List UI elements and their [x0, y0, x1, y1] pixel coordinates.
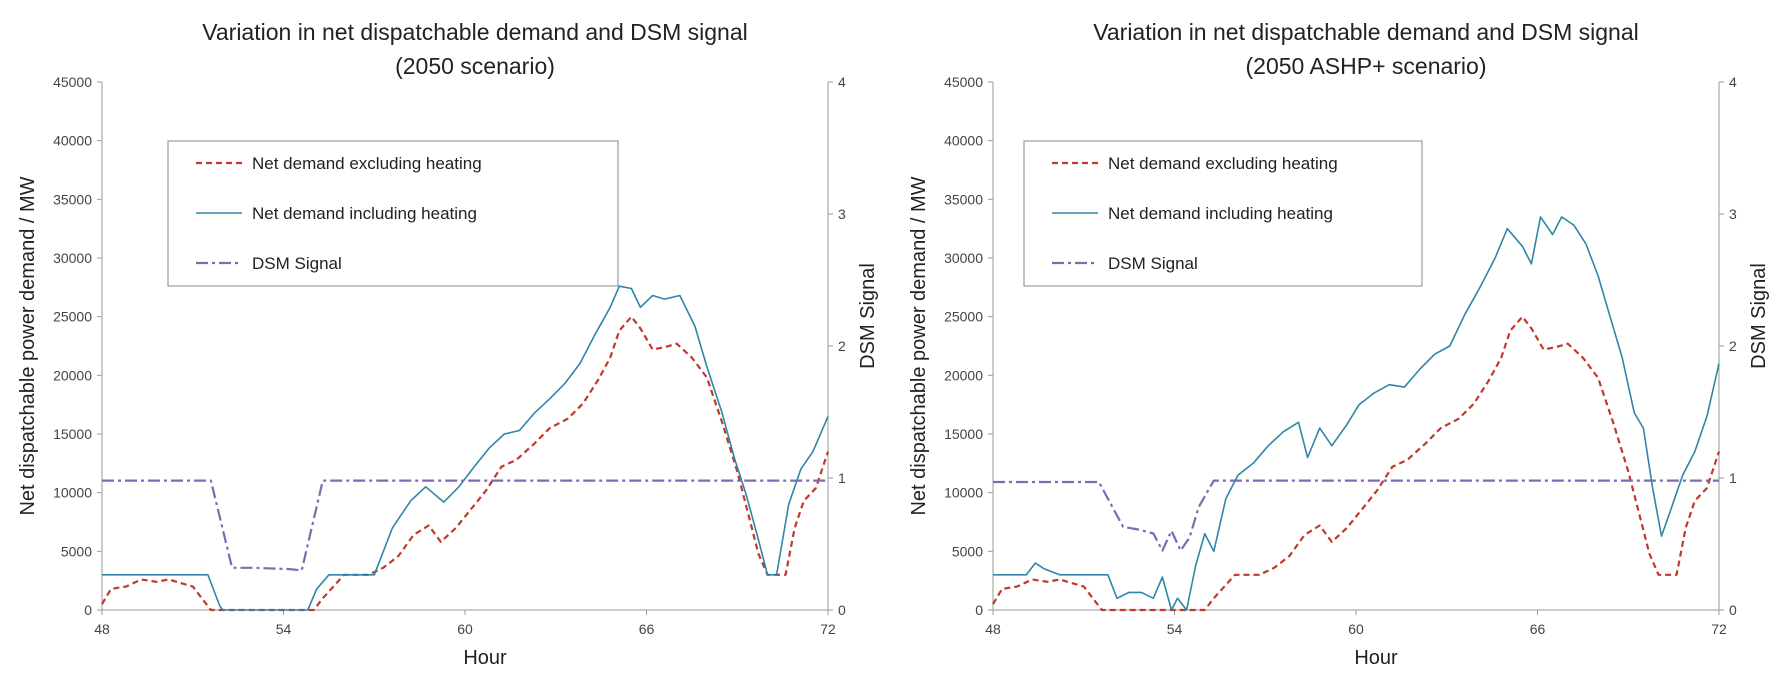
legend-label: Net demand including heating — [1108, 204, 1333, 223]
y2-tick-label: 0 — [1729, 602, 1737, 618]
chart-svg-right: Variation in net dispatchable demand and… — [908, 19, 1770, 669]
y-tick-label: 35000 — [53, 191, 92, 207]
y-tick-label: 10000 — [53, 485, 92, 501]
y2-tick-label: 3 — [838, 206, 846, 222]
y2-tick-label: 1 — [838, 470, 846, 486]
y-tick-label: 20000 — [53, 367, 92, 383]
y-tick-label: 20000 — [944, 367, 983, 383]
chart-panel-left: Variation in net dispatchable demand and… — [17, 19, 879, 669]
x-axis-label: Hour — [463, 647, 507, 669]
x-tick-label: 66 — [1530, 621, 1546, 637]
y-tick-label: 15000 — [53, 426, 92, 442]
y-tick-label: 15000 — [944, 426, 983, 442]
x-axis-label: Hour — [1354, 647, 1398, 669]
series-line-net-demand-including-heating — [993, 216, 1720, 611]
x-tick-label: 54 — [1167, 621, 1183, 637]
x-tick-label: 54 — [276, 621, 292, 637]
y-tick-label: 35000 — [944, 191, 983, 207]
y-tick-label: 40000 — [53, 133, 92, 149]
chart-subtitle: (2050 scenario) — [395, 53, 555, 79]
y-tick-label: 0 — [975, 602, 983, 618]
chart-subtitle: (2050 ASHP+ scenario) — [1246, 53, 1487, 79]
x-tick-label: 72 — [1711, 621, 1727, 637]
chart-svg-left: Variation in net dispatchable demand and… — [17, 19, 879, 669]
series-line-net-demand-including-heating — [102, 285, 829, 611]
y2-tick-label: 4 — [838, 74, 846, 90]
series-line-dsm-signal — [102, 479, 828, 572]
x-tick-label: 60 — [1348, 621, 1364, 637]
series-line-dsm-signal — [993, 479, 1719, 552]
y-tick-label: 30000 — [53, 250, 92, 266]
y-tick-label: 5000 — [952, 543, 983, 559]
y-tick-label: 25000 — [53, 309, 92, 325]
series-line-net-demand-excluding-heating — [992, 315, 1721, 612]
x-tick-label: 66 — [639, 621, 655, 637]
legend-label: Net demand excluding heating — [1108, 154, 1338, 173]
legend-box — [167, 140, 619, 287]
legend-label: Net demand excluding heating — [252, 154, 482, 173]
y-tick-label: 45000 — [53, 74, 92, 90]
y2-tick-label: 2 — [1729, 338, 1737, 354]
chart-title: Variation in net dispatchable demand and… — [202, 19, 748, 45]
y-tick-label: 0 — [84, 602, 92, 618]
y-axis-label: Net dispatchable power demand / MW — [17, 176, 39, 515]
chart-title: Variation in net dispatchable demand and… — [1093, 19, 1639, 45]
y-axis-label: Net dispatchable power demand / MW — [908, 176, 930, 515]
legend-label: DSM Signal — [1108, 254, 1198, 273]
legend-label: DSM Signal — [252, 254, 342, 273]
y-tick-label: 10000 — [944, 485, 983, 501]
y-tick-label: 30000 — [944, 250, 983, 266]
x-tick-label: 48 — [94, 621, 110, 637]
y2-tick-label: 1 — [1729, 470, 1737, 486]
y2-tick-label: 2 — [838, 338, 846, 354]
y-tick-label: 5000 — [61, 543, 92, 559]
x-tick-label: 72 — [820, 621, 836, 637]
y-tick-label: 40000 — [944, 133, 983, 149]
chart-panel-right: Variation in net dispatchable demand and… — [891, 0, 1782, 680]
x-tick-label: 48 — [985, 621, 1001, 637]
y2-tick-label: 4 — [1729, 74, 1737, 90]
legend-label: Net demand including heating — [252, 204, 477, 223]
y2-tick-label: 3 — [1729, 206, 1737, 222]
y2-axis-label: DSM Signal — [1748, 263, 1770, 369]
y-tick-label: 45000 — [944, 74, 983, 90]
series-line-net-demand-excluding-heating — [101, 315, 830, 612]
x-tick-label: 60 — [457, 621, 473, 637]
y-tick-label: 25000 — [944, 309, 983, 325]
y2-tick-label: 0 — [838, 602, 846, 618]
y2-axis-label: DSM Signal — [857, 263, 879, 369]
